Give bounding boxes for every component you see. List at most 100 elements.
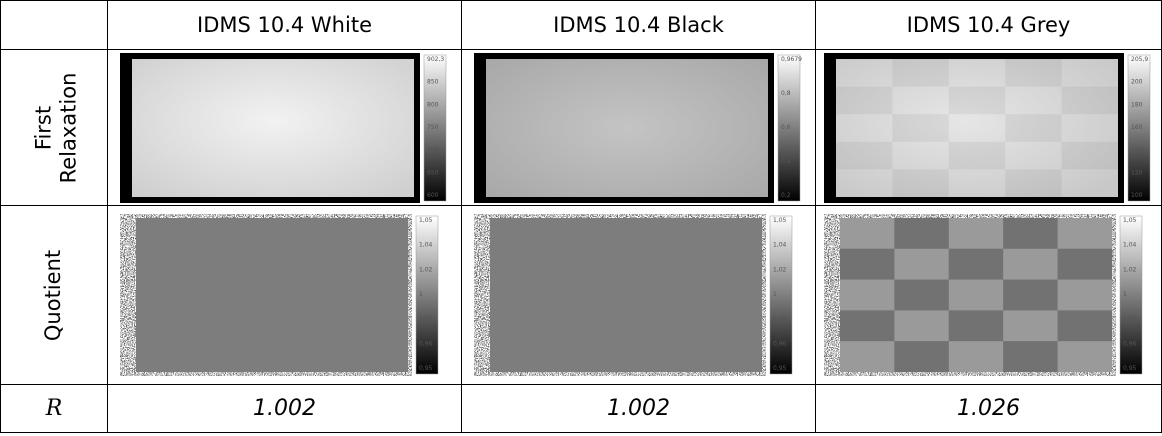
image-field [136,218,408,372]
column-header: IDMS 10.4 White [108,1,462,50]
panel-tile [948,341,1002,372]
row-label-cell: Quotient [1,206,108,385]
header-row: IDMS 10.4 White IDMS 10.4 Black IDMS 10.… [1,1,1162,50]
colorbar-label: 1,02 [1123,266,1137,273]
panel-tile [894,280,948,311]
colorbar-label: 1,05 [773,217,787,224]
colorbar-label: 902,3 [427,56,444,63]
colorbar-label: 205,9 [1131,56,1148,63]
panel-tile [892,59,948,87]
image-cell: 902,3 850 800 750 700 650 600 [108,50,462,206]
panel-tile [836,86,892,114]
column-header: IDMS 10.4 Grey [816,1,1162,50]
panel-tile [1057,310,1111,341]
panel-tile [894,218,948,249]
panel-tile [840,280,894,311]
colorbar-label: 0,96 [1123,340,1137,347]
r-value: 1.026 [816,385,1162,433]
panel-tile [1057,280,1111,311]
panel-tile [948,310,1002,341]
panel-tile [1003,249,1057,280]
colorbar-label: 0,95 [419,365,433,372]
panel-tile [836,141,892,169]
row-label-line: Relaxation [56,72,80,183]
row-label: Quotient [42,249,67,340]
column-header: IDMS 10.4 Black [462,1,816,50]
results-table: IDMS 10.4 White IDMS 10.4 Black IDMS 10.… [0,0,1162,433]
colorbar-label: 120 [1131,169,1143,176]
panel-tile [840,249,894,280]
colorbar-label: 850 [427,78,439,85]
panel-tile [948,280,1002,311]
colorbar-label: 1,04 [773,242,787,249]
colorbar-label: 700 [427,146,439,153]
colorbar-label: 0,2 [781,192,791,199]
colorbar-label: 800 [427,101,439,108]
row-label-cell: R [1,385,108,433]
page: IDMS 10.4 White IDMS 10.4 Black IDMS 10.… [0,0,1162,436]
row-label-line: First [31,105,55,149]
colorbar-label: 1,04 [1123,242,1137,249]
panel-tile [948,218,1002,249]
panel-tile [894,310,948,341]
colorbar-label: 140 [1131,146,1143,153]
colorbar-label: 0,6 [781,124,791,131]
panel-tile [1057,341,1111,372]
panel-tile [1003,341,1057,372]
panel-tile [1057,218,1111,249]
r-row: R 1.002 1.002 1.026 [1,385,1162,433]
colorbar-label: 1,04 [419,242,433,249]
panel-tile [840,341,894,372]
colorbar-label: 0,4 [781,158,791,165]
panel-tile [1003,218,1057,249]
colorbar-label: 0,9679 [781,56,802,63]
quotient-row: Quotient 1,05 1,04 1,02 1 0,98 0,96 0,95 1,05 1,… [1,206,1162,385]
colorbar-label: 750 [427,124,439,131]
colorbar-label: 1,02 [773,266,787,273]
panel-tile [948,141,1004,169]
panel-tile [892,114,948,142]
colorbar-label: 650 [427,169,439,176]
colorbar-label: 1,05 [1123,217,1137,224]
colorbar-label: 1,05 [419,217,433,224]
panel-tile [1057,249,1111,280]
corner-cell [1,1,108,50]
colorbar-label: 0,96 [773,340,787,347]
panel-tile [1005,59,1061,87]
panel-tile [1061,141,1117,169]
panel-tile [948,86,1004,114]
panel-tile [840,310,894,341]
image-cell: 0,96790,80,60,40,2 [462,50,816,206]
image-field [486,59,768,197]
colorbar-label: 160 [1131,124,1143,131]
panel-tile [840,218,894,249]
image-field [836,59,1118,197]
colorbar-label: 600 [427,192,439,199]
r-value: 1.002 [108,385,462,433]
image-field [132,59,414,197]
colorbar-label: 100 [1131,192,1143,199]
colorbar-label: 0,96 [419,340,433,347]
panel-tile [1061,86,1117,114]
colorbar-label: 1,02 [419,266,433,273]
colorbar-label: 0,95 [773,365,787,372]
colorbar-label: 0,98 [1123,316,1137,323]
colorbar-label: 1 [773,291,777,298]
heatmap-image: 0,96790,80,60,40,2 [474,53,804,203]
panel-tile [892,169,948,197]
colorbar-label: 1 [1123,291,1127,298]
colorbar-label: 0,98 [419,316,433,323]
colorbar-label: 200 [1131,78,1143,85]
panel-tile [894,341,948,372]
